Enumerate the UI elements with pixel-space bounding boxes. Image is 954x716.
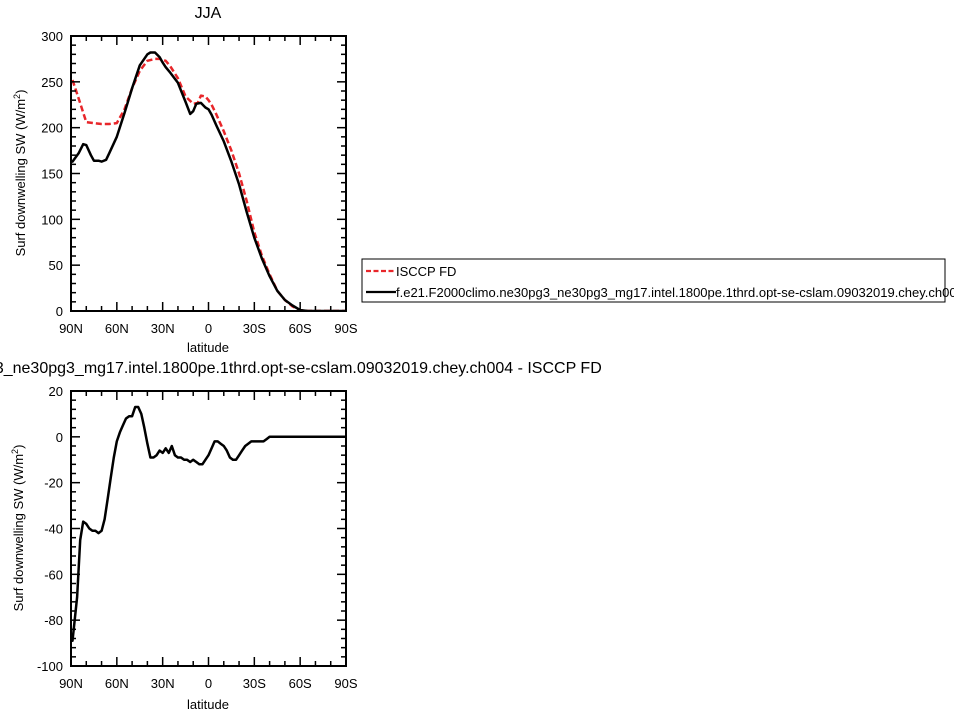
x-tick-label: 30S: [243, 676, 266, 691]
x-tick-label: 0: [205, 676, 212, 691]
legend-box: [361, 258, 946, 303]
y-tick-label: 50: [49, 258, 63, 273]
top-ticks: 90N 60N 30N 0 30S 60S 90S 0 50 100 150 200 250 300: [41, 29, 358, 336]
y-tick-label: 20: [49, 384, 63, 399]
top-x-axis-label: latitude: [187, 340, 229, 355]
bottom-series-line-0: [71, 405, 346, 643]
bottom-panel: f.e21.F2000climo.ne30pg3_ne30pg3_mg17.in…: [0, 360, 602, 712]
bottom-x-axis-label: latitude: [187, 697, 229, 712]
y-tick-label: 0: [56, 430, 63, 445]
x-tick-label: 90S: [334, 321, 357, 336]
top-y-axis-label: Surf downwelling SW (W/m2): [12, 90, 28, 257]
x-tick-label: 90S: [334, 676, 357, 691]
y-tick-label: -20: [44, 476, 63, 491]
y-tick-label: -80: [44, 613, 63, 628]
y-tick-label: 150: [41, 167, 63, 182]
bottom-plot-frame: [70, 390, 347, 667]
bottom-series-group: [71, 405, 346, 643]
y-tick-label: 250: [41, 75, 63, 90]
x-tick-label: 60S: [289, 321, 312, 336]
x-tick-label: 60N: [105, 676, 129, 691]
y-tick-label: -40: [44, 522, 63, 537]
x-tick-label: 60S: [289, 676, 312, 691]
x-tick-label: 0: [205, 321, 212, 336]
top-series-line-1: [71, 51, 346, 311]
y-tick-label: 300: [41, 29, 63, 44]
bottom-y-axis-label: Surf downwelling SW (W/m2): [10, 445, 26, 612]
legend: ISCCP FD f.e21.F2000climo.ne30pg3_ne30pg…: [361, 258, 954, 303]
top-plot-frame: [70, 35, 347, 312]
x-tick-label: 30N: [151, 676, 175, 691]
x-tick-label: 90N: [59, 676, 83, 691]
y-tick-label: -100: [37, 659, 63, 674]
top-series-line-0: [71, 57, 346, 311]
x-tick-label: 60N: [105, 321, 129, 336]
top-series-group: [71, 51, 346, 311]
x-tick-label: 90N: [59, 321, 83, 336]
top-chart-title: JJA: [195, 5, 222, 22]
x-tick-label: 30S: [243, 321, 266, 336]
legend-label-model: f.e21.F2000climo.ne30pg3_ne30pg3_mg17.in…: [396, 285, 954, 300]
y-tick-label: 100: [41, 212, 63, 227]
y-tick-label: -60: [44, 567, 63, 582]
bottom-ticks: 90N 60N 30N 0 30S 60S 90S -100 -80 -60 -40 -20 0 20: [37, 384, 358, 691]
x-tick-label: 30N: [151, 321, 175, 336]
y-tick-label: 200: [41, 121, 63, 136]
bottom-chart-title: f.e21.F2000climo.ne30pg3_ne30pg3_mg17.in…: [0, 360, 602, 377]
y-tick-label: 0: [56, 304, 63, 319]
legend-label-isccp: ISCCP FD: [396, 264, 456, 279]
top-panel: JJA 90N 60N 30N 0 30S 60S 90S 0 50 100 150 200 250 30…: [12, 5, 358, 355]
